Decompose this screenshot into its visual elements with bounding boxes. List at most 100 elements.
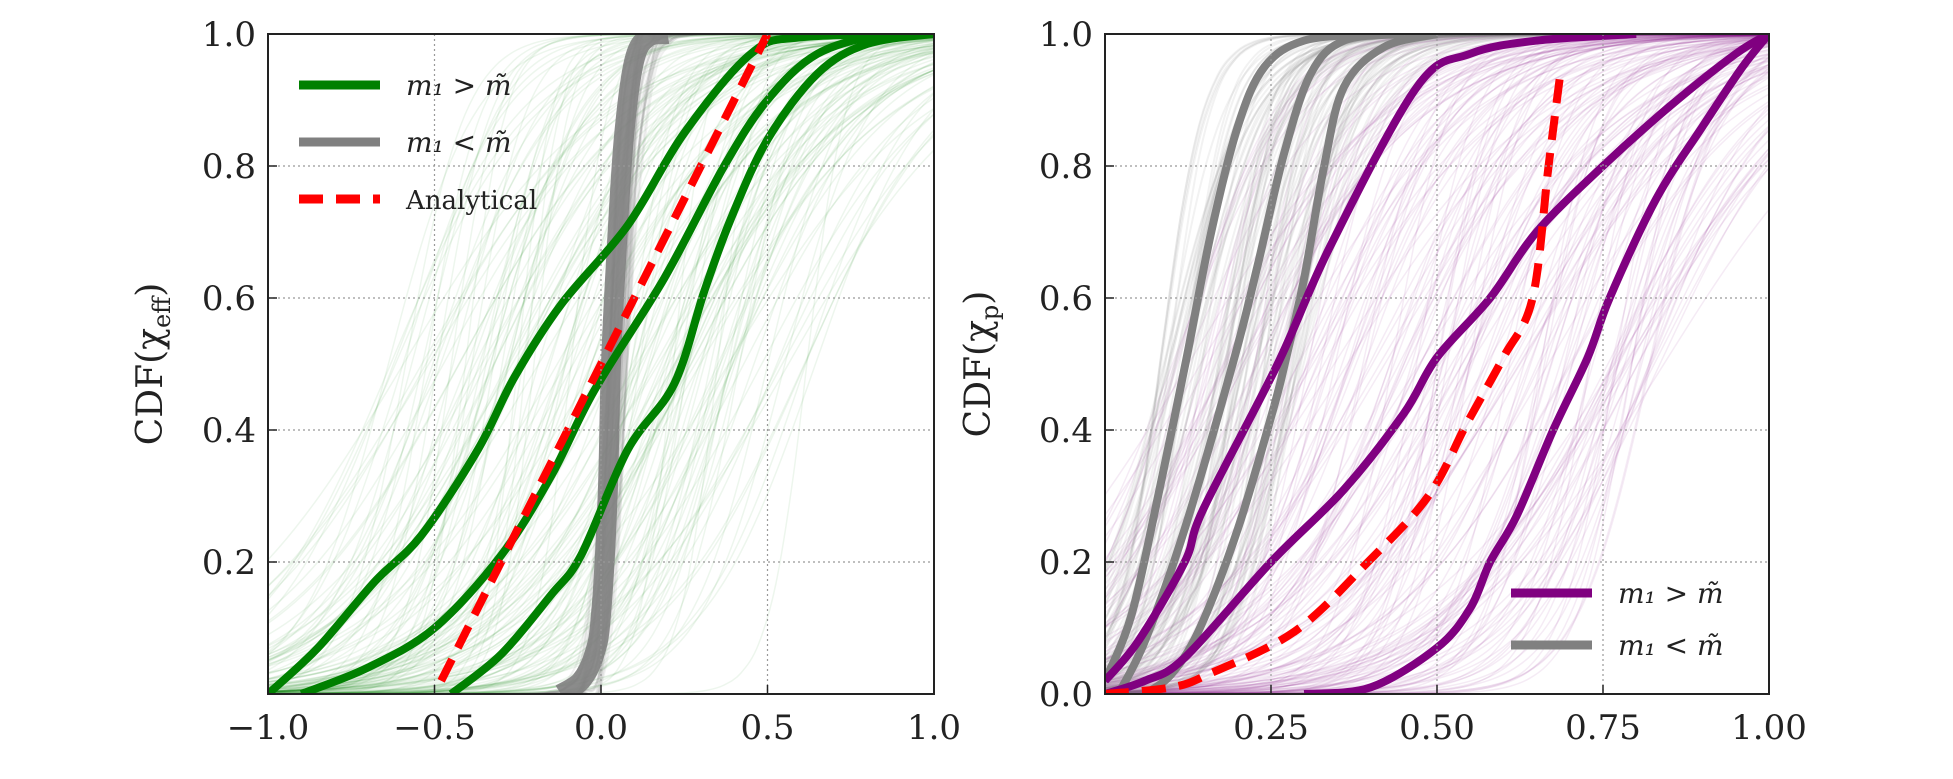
sample-trace bbox=[1105, 83, 1769, 685]
sample-trace bbox=[1105, 34, 1769, 575]
sample-trace bbox=[1105, 37, 1769, 694]
x-tick-label: 1.00 bbox=[1731, 708, 1807, 748]
sample-trace bbox=[1105, 34, 1769, 615]
low-mass-cdf-line bbox=[1142, 34, 1438, 694]
sample-trace bbox=[1105, 35, 1769, 694]
chi-p-panel: 0.25 0.50 0.75 1.00 0.0 0.2 0.4 0.6 0.8 1.0 CDF(χp… bbox=[958, 15, 1807, 748]
x-tick-label: 0.25 bbox=[1233, 708, 1309, 748]
sample-trace bbox=[1105, 118, 1769, 694]
sample-trace bbox=[1105, 38, 1769, 669]
high-mass-cdf-line bbox=[448, 34, 934, 694]
legend: m₁ > m̃ m₁ < m̃ bbox=[1511, 577, 1724, 662]
sample-trace bbox=[1105, 54, 1769, 694]
sample-trace bbox=[268, 35, 934, 597]
legend-label: m₁ < m̃ bbox=[1618, 629, 1724, 662]
sample-trace bbox=[1105, 107, 1769, 694]
sample-trace bbox=[1105, 111, 1769, 694]
sample-trace bbox=[1105, 35, 1769, 689]
x-tick-label: −1.0 bbox=[227, 708, 310, 748]
sample-trace bbox=[1105, 34, 1769, 686]
y-axis-label-subscript: eff bbox=[148, 295, 176, 328]
sample-trace bbox=[268, 34, 934, 694]
sample-trace bbox=[1105, 37, 1769, 684]
sample-trace bbox=[1105, 36, 1769, 693]
sample-trace bbox=[268, 44, 934, 674]
y-tick-label: 0.2 bbox=[202, 543, 256, 583]
sample-trace bbox=[1105, 34, 1769, 661]
y-axis-label-close: ) bbox=[958, 291, 999, 305]
high-mass-cdf-line bbox=[1105, 34, 1637, 684]
sample-trace bbox=[1105, 35, 1769, 517]
high-mass-cdf-line bbox=[1105, 34, 1769, 694]
legend-label: Analytical bbox=[405, 186, 537, 216]
sample-trace bbox=[1105, 41, 1769, 661]
sample-trace bbox=[1105, 34, 1769, 560]
y-tick-label: 1.0 bbox=[202, 15, 256, 55]
y-tick-label: 0.2 bbox=[1039, 543, 1093, 583]
chi-eff-panel: −1.0 −0.5 0.0 0.5 1.0 0.2 0.4 0.6 0.8 1.0 CDF(χeff… bbox=[130, 15, 961, 748]
y-tick-label: 0.8 bbox=[1039, 147, 1093, 187]
sample-trace bbox=[1105, 153, 1769, 694]
analytical-cdf-line bbox=[437, 34, 772, 683]
y-tick-label: 0.4 bbox=[202, 411, 256, 451]
sample-trace bbox=[1105, 34, 1769, 689]
sample-trace bbox=[268, 34, 934, 694]
sample-trace bbox=[1105, 48, 1769, 694]
y-axis-label-main: CDF(χ bbox=[958, 320, 999, 437]
sample-trace bbox=[268, 34, 934, 694]
high-mass-cdf-line bbox=[299, 34, 934, 694]
y-axis-label-main: CDF(χ bbox=[130, 328, 171, 445]
y-tick-label: 0.6 bbox=[1039, 279, 1093, 319]
sample-trace bbox=[1105, 158, 1769, 692]
low-mass-cdf-line bbox=[1105, 34, 1371, 683]
y-axis-label-close: ) bbox=[130, 283, 171, 297]
sample-trace bbox=[1105, 147, 1769, 693]
x-tick-label: 1.0 bbox=[907, 708, 961, 748]
sample-trace bbox=[1105, 35, 1769, 688]
y-tick-label: 0.6 bbox=[202, 279, 256, 319]
sample-trace bbox=[268, 34, 934, 694]
y-tick-label: 1.0 bbox=[1039, 15, 1093, 55]
y-axis-label: CDF(χp) bbox=[958, 291, 1004, 438]
sample-trace bbox=[1105, 138, 1769, 693]
x-tick-label: 0.0 bbox=[574, 708, 628, 748]
x-tick-label: 0.75 bbox=[1565, 708, 1641, 748]
sample-trace bbox=[1105, 147, 1769, 694]
legend: m₁ > m̃ m₁ < m̃ Analytical bbox=[299, 69, 537, 216]
legend-label: m₁ > m̃ bbox=[1618, 577, 1724, 610]
analytical-cdf-line bbox=[1105, 66, 1566, 694]
sample-trace bbox=[1105, 45, 1769, 660]
sample-trace bbox=[1105, 34, 1769, 694]
sample-trace bbox=[1105, 34, 1769, 694]
sample-trace bbox=[1105, 34, 1769, 694]
x-tick-label: 0.50 bbox=[1399, 708, 1475, 748]
x-tick-label: −0.5 bbox=[393, 708, 476, 748]
sample-trace bbox=[1105, 34, 1769, 672]
sample-trace bbox=[1105, 68, 1769, 692]
y-tick-label: 0.8 bbox=[202, 147, 256, 187]
y-axis-label-subscript: p bbox=[976, 305, 1004, 320]
sample-trace bbox=[1105, 44, 1769, 659]
sample-trace bbox=[1105, 43, 1769, 629]
sample-trace bbox=[1105, 34, 1769, 689]
sample-trace bbox=[1105, 35, 1769, 691]
sample-trace bbox=[1105, 150, 1769, 693]
sample-trace bbox=[1105, 36, 1769, 668]
sample-trace bbox=[1105, 39, 1769, 689]
sample-trace bbox=[1105, 34, 1769, 691]
y-axis-label: CDF(χeff) bbox=[130, 283, 176, 446]
sample-trace bbox=[268, 46, 934, 667]
sample-trace bbox=[1105, 37, 1769, 694]
x-tick-label: 0.5 bbox=[740, 708, 794, 748]
sample-trace bbox=[1105, 35, 1769, 574]
legend-label: m₁ > m̃ bbox=[406, 69, 512, 102]
legend-label: m₁ < m̃ bbox=[406, 126, 512, 159]
sample-trace bbox=[1105, 56, 1769, 663]
high-mass-cdf-line bbox=[1303, 34, 1769, 694]
y-tick-label: 0.0 bbox=[1039, 675, 1093, 715]
sample-trace bbox=[1105, 34, 1769, 694]
y-tick-label: 0.4 bbox=[1039, 411, 1093, 451]
sample-trace bbox=[1105, 208, 1769, 692]
sample-trace bbox=[1105, 34, 1769, 676]
